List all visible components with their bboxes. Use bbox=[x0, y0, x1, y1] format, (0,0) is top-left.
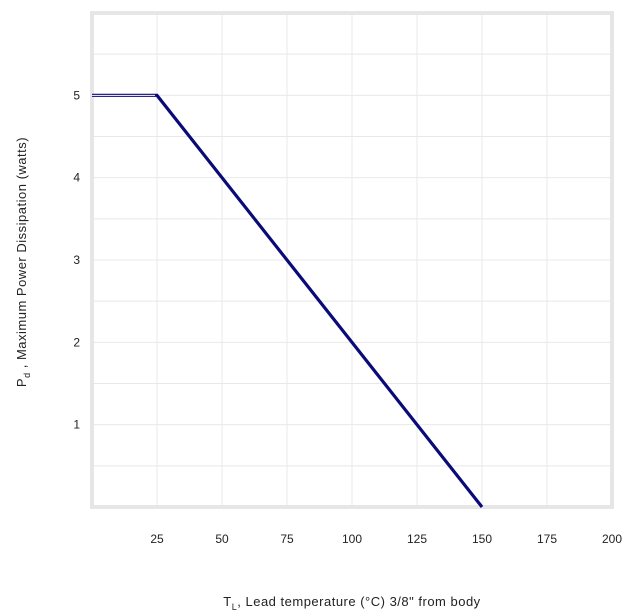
x-tick-label: 200 bbox=[602, 532, 622, 546]
x-tick-label: 150 bbox=[472, 532, 492, 546]
x-axis-label: TL, Lead temperature (°C) 3/8" from body bbox=[223, 594, 480, 610]
x-tick-label: 175 bbox=[537, 532, 557, 546]
x-tick-label: 100 bbox=[342, 532, 362, 546]
x-tick-labels: 25 50 75 100 125 150 175 200 bbox=[150, 532, 622, 546]
x-axis-label-text: , Lead temperature (°C) 3/8" from body bbox=[237, 594, 480, 609]
x-tick-label: 75 bbox=[280, 532, 294, 546]
x-tick-label: 50 bbox=[215, 532, 229, 546]
y-tick-label: 5 bbox=[73, 88, 80, 102]
x-axis-label-symbol: T bbox=[223, 594, 231, 609]
y-axis-label: Pd , Maximum Power Dissipation (watts) bbox=[14, 137, 32, 387]
plot-frame bbox=[90, 11, 614, 509]
x-tick-label: 25 bbox=[150, 532, 164, 546]
y-tick-label: 1 bbox=[73, 418, 80, 432]
x-tick-label: 125 bbox=[407, 532, 427, 546]
y-tick-label: 3 bbox=[73, 253, 80, 267]
y-tick-label: 2 bbox=[73, 335, 80, 349]
y-axis-label-text: , Maximum Power Dissipation (watts) bbox=[14, 137, 29, 372]
y-axis-label-symbol: P bbox=[14, 378, 29, 387]
y-tick-labels: 1 2 3 4 5 bbox=[73, 88, 80, 431]
x-axis-label-subscript: L bbox=[232, 602, 238, 610]
y-axis-label-subscript: d bbox=[22, 372, 32, 378]
y-tick-label: 4 bbox=[73, 171, 80, 185]
grid-lines bbox=[91, 12, 613, 508]
